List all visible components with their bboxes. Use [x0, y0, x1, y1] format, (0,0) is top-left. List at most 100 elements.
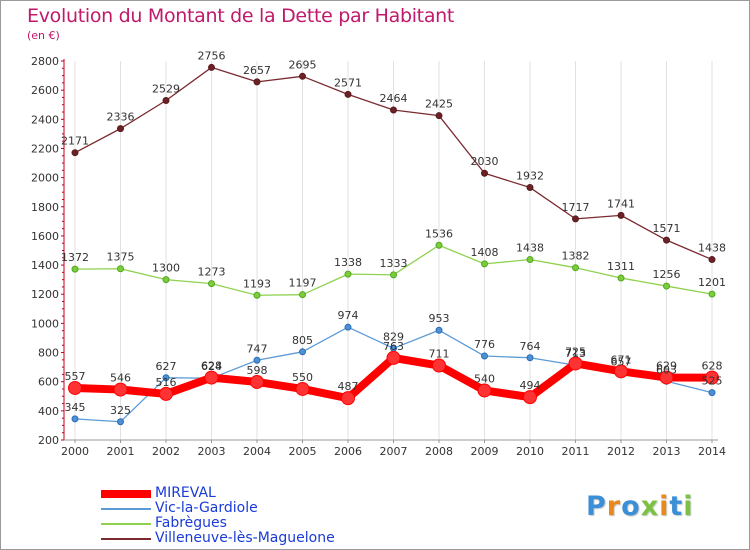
data-point-mireval [523, 390, 537, 405]
data-label-mireval: 671 [611, 353, 632, 366]
legend-label: Fabrègues [155, 515, 227, 531]
x-tick-label: 2011 [562, 445, 590, 458]
data-label-fabregues: 1193 [243, 277, 271, 290]
data-label-fabregues: 1382 [562, 250, 590, 263]
data-point-villeneuve-les-maguelone [71, 149, 79, 157]
data-label-mireval: 763 [383, 340, 404, 353]
y-tick-label: 1800 [31, 201, 59, 214]
data-point-fabregues [708, 290, 716, 298]
data-point-vic-la-gardiole [526, 354, 534, 362]
data-label-villeneuve-les-maguelone: 1571 [653, 222, 681, 235]
data-point-mireval [568, 356, 583, 371]
data-point-fabregues [572, 264, 579, 272]
y-tick-label: 800 [38, 347, 59, 360]
data-label-mireval: 629 [656, 359, 677, 372]
legend-label: MIREVAL [155, 485, 216, 501]
legend-item-vic-la-gardiole: Vic-la-Gardiole [101, 500, 421, 516]
legend-swatch [101, 490, 151, 498]
data-point-fabregues [617, 274, 625, 282]
data-point-fabregues [435, 241, 443, 249]
data-point-villeneuve-les-maguelone [299, 72, 306, 80]
data-label-mireval: 487 [338, 380, 359, 393]
legend-item-villeneuve-les-maguelone: Villeneuve-lès-Maguelone [101, 530, 421, 546]
data-label-fabregues: 1372 [61, 251, 89, 264]
data-label-fabregues: 1333 [380, 257, 408, 270]
data-label-villeneuve-les-maguelone: 1438 [698, 242, 726, 255]
data-point-mireval [432, 358, 446, 373]
y-tick-label: 2000 [31, 172, 59, 185]
data-point-fabregues [390, 271, 397, 279]
data-label-vic-la-gardiole: 657 [611, 355, 632, 368]
data-label-vic-la-gardiole: 747 [247, 342, 268, 355]
data-label-villeneuve-les-maguelone: 2425 [425, 98, 453, 111]
x-tick-label: 2001 [107, 445, 135, 458]
x-tick-label: 2002 [152, 445, 180, 458]
data-label-vic-la-gardiole: 805 [292, 334, 313, 347]
data-point-fabregues [208, 280, 215, 288]
chart-subtitle: (en €) [27, 29, 60, 42]
data-point-fabregues [481, 260, 488, 268]
data-label-vic-la-gardiole: 624 [201, 360, 222, 373]
legend-swatch [101, 538, 151, 540]
chart-title: Evolution du Montant de la Dette par Hab… [27, 5, 455, 27]
data-label-mireval: 711 [429, 348, 450, 361]
legend-label: Villeneuve-lès-Maguelone [155, 530, 335, 546]
y-tick-label: 400 [38, 405, 59, 418]
data-label-vic-la-gardiole: 829 [383, 330, 404, 343]
legend-item-fabregues: Fabrègues [101, 515, 421, 531]
data-label-vic-la-gardiole: 776 [474, 338, 495, 351]
y-tick-label: 2600 [31, 84, 59, 97]
data-label-mireval: 546 [110, 372, 131, 385]
x-tick-label: 2005 [289, 445, 317, 458]
data-label-fabregues: 1273 [198, 266, 226, 279]
data-point-fabregues [299, 291, 306, 299]
x-tick-label: 2004 [243, 445, 271, 458]
data-label-villeneuve-les-maguelone: 2695 [289, 58, 317, 71]
data-label-vic-la-gardiole: 345 [65, 401, 86, 414]
data-point-fabregues [344, 270, 352, 278]
data-point-vic-la-gardiole [708, 389, 716, 397]
data-label-villeneuve-les-maguelone: 2529 [152, 83, 180, 96]
chart-legend: MIREVAL Vic-la-Gardiole Fabrègues Villeneuv… [101, 485, 421, 546]
data-point-villeneuve-les-maguelone [162, 97, 170, 105]
data-point-mireval [614, 364, 628, 379]
data-point-villeneuve-les-maguelone [526, 184, 534, 192]
data-point-fabregues [162, 276, 170, 284]
legend-swatch [101, 523, 151, 525]
data-label-fabregues: 1256 [653, 268, 681, 281]
data-label-vic-la-gardiole: 325 [110, 404, 131, 417]
data-label-mireval: 725 [565, 345, 586, 358]
data-point-villeneuve-les-maguelone [663, 236, 670, 244]
data-label-mireval: 540 [474, 372, 495, 385]
proxiti-logo: Proxiti [586, 491, 694, 522]
x-tick-label: 2008 [425, 445, 453, 458]
data-label-villeneuve-les-maguelone: 1717 [562, 201, 590, 214]
data-point-villeneuve-les-maguelone [344, 90, 352, 98]
data-point-fabregues [71, 265, 79, 273]
x-tick-label: 2014 [698, 445, 726, 458]
x-tick-label: 2010 [516, 445, 544, 458]
data-point-vic-la-gardiole [344, 323, 352, 331]
data-point-vic-la-gardiole [117, 418, 124, 426]
data-label-villeneuve-les-maguelone: 2171 [61, 135, 89, 148]
data-label-mireval: 628 [702, 360, 723, 373]
x-tick-label: 2006 [334, 445, 362, 458]
data-point-mireval [386, 350, 401, 365]
data-label-fabregues: 1197 [289, 277, 317, 290]
data-label-villeneuve-les-maguelone: 2030 [471, 155, 499, 168]
data-point-villeneuve-les-maguelone [481, 169, 488, 177]
x-tick-label: 2012 [607, 445, 635, 458]
data-point-vic-la-gardiole [435, 326, 443, 334]
data-label-mireval: 494 [520, 379, 541, 392]
x-tick-label: 2013 [653, 445, 681, 458]
data-label-villeneuve-les-maguelone: 2336 [107, 111, 135, 124]
x-tick-label: 2009 [471, 445, 499, 458]
data-point-villeneuve-les-maguelone [390, 106, 397, 114]
data-label-fabregues: 1375 [107, 251, 135, 264]
data-label-mireval: 628 [201, 360, 222, 373]
data-label-villeneuve-les-maguelone: 1932 [516, 170, 544, 183]
data-label-villeneuve-les-maguelone: 2756 [198, 49, 226, 62]
data-point-mireval [705, 370, 719, 385]
y-tick-label: 1400 [31, 259, 59, 272]
